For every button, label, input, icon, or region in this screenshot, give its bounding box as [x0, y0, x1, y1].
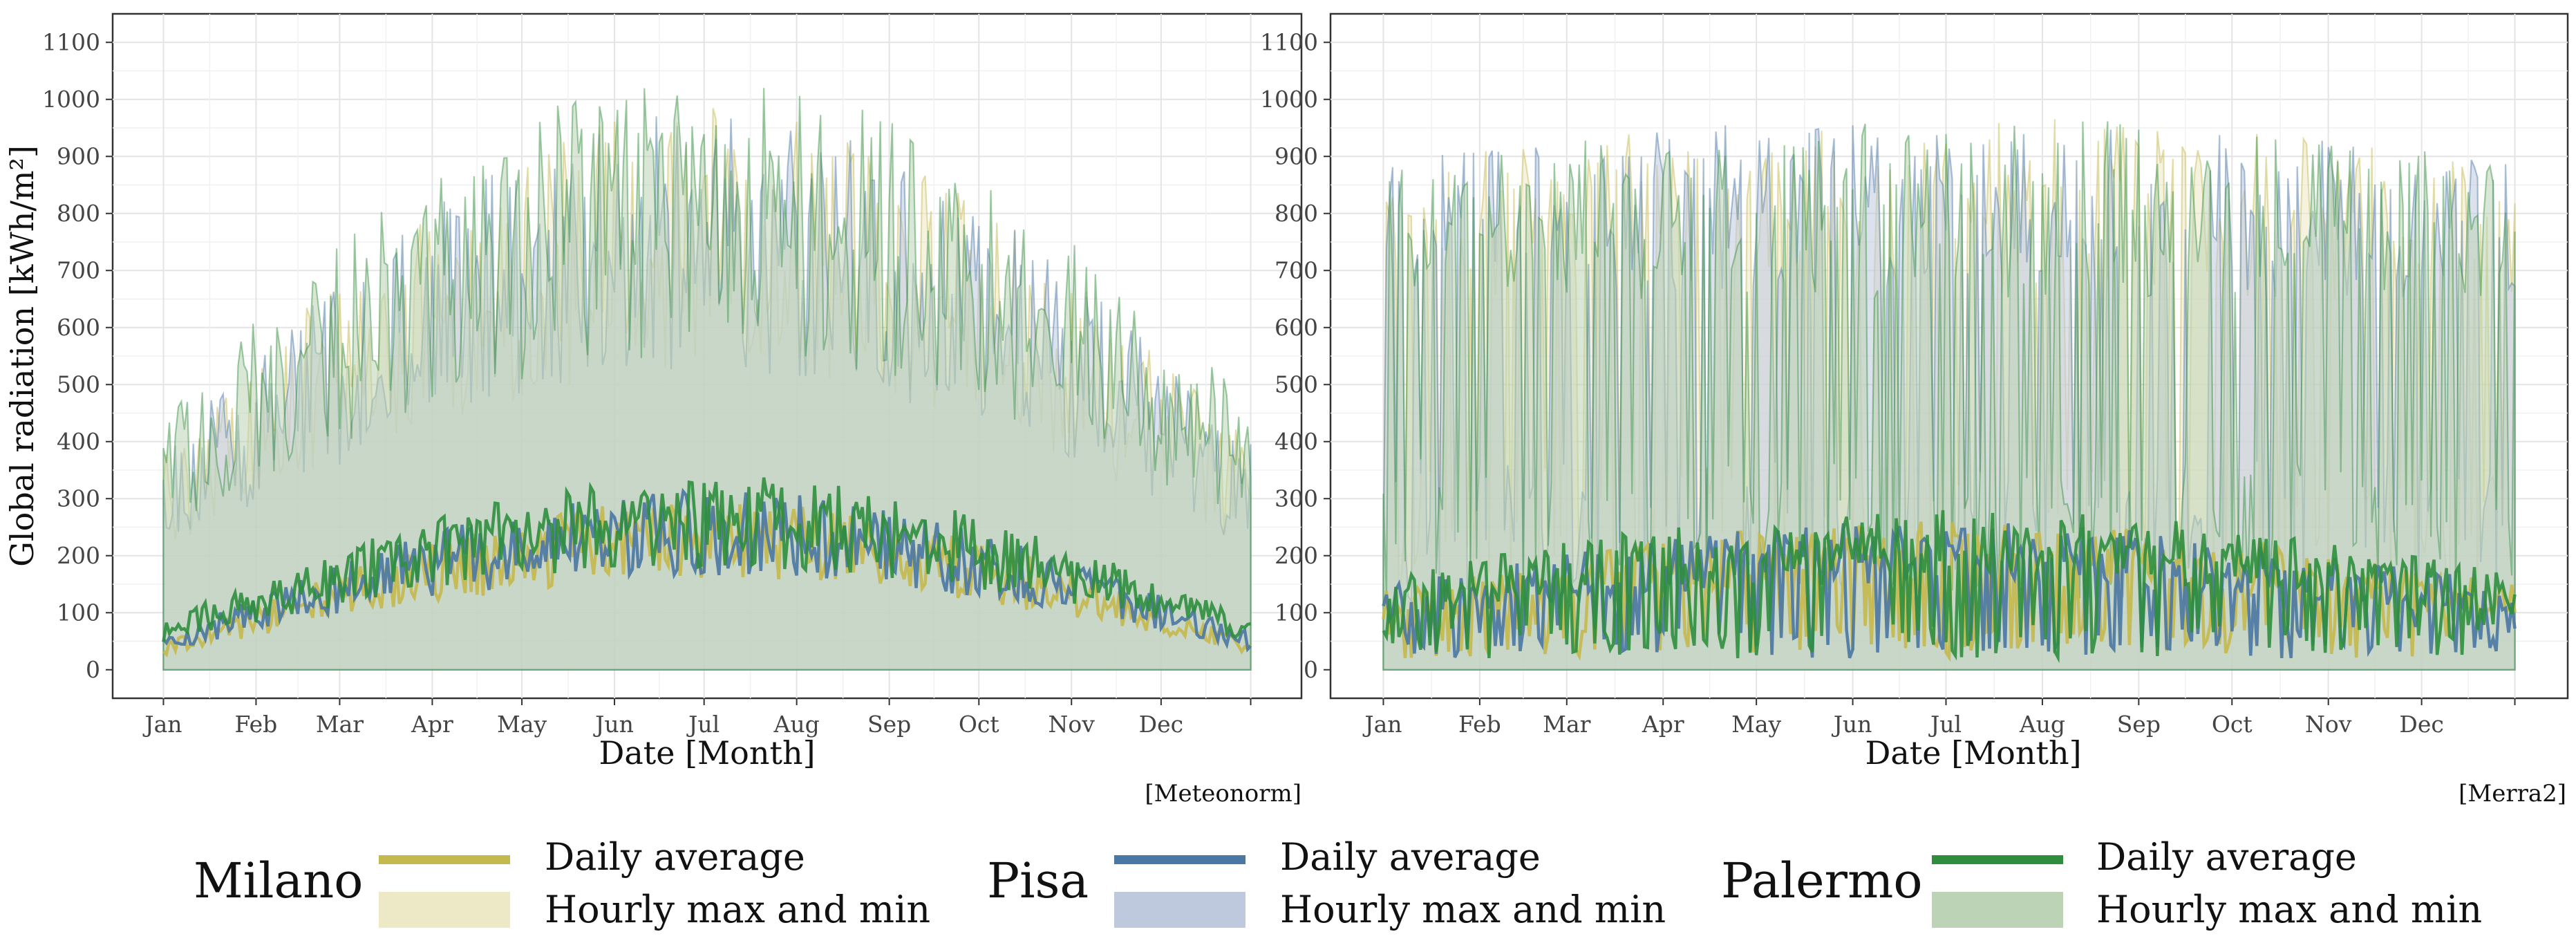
y-axis-title: Global radiation [kWh/m²] — [3, 145, 41, 567]
x-tick-label: Dec — [1139, 711, 1183, 738]
hourly-range-areas-meteonorm — [162, 88, 1252, 671]
legend-swatch-palermo-line — [1932, 855, 2063, 864]
y-tick-label: 1100 — [42, 28, 100, 55]
legend-group-pisa: Pisa Daily average Hourly max and min — [987, 835, 1666, 931]
x-tick-label: Jul — [1928, 711, 1962, 738]
y-tick-label: 100 — [57, 599, 100, 626]
y-tick-label: 700 — [1275, 256, 1318, 283]
y-tick-label: 900 — [57, 142, 100, 169]
y-tick-label: 900 — [1275, 142, 1318, 169]
legend-swatch-palermo-fill — [1932, 892, 2063, 928]
x-tick-label: Oct — [959, 711, 999, 738]
source-label-merra2: [Merra2] — [2459, 780, 2566, 808]
x-tick-label: Feb — [235, 711, 278, 738]
legend-group-milano: Milano Daily average Hourly max and min — [194, 835, 930, 931]
x-tick-label: Aug — [773, 711, 820, 738]
x-tick-label: Sep — [2117, 711, 2161, 738]
source-label-meteonorm: [Meteonorm] — [1145, 780, 1301, 808]
x-tick-label: Nov — [2305, 711, 2352, 738]
y-tick-label: 600 — [57, 314, 100, 341]
x-axis-ticks-meteonorm: Jan Feb Mar Apr May Jun Jul Aug Sep Oct Nov Dec — [142, 698, 1252, 738]
legend-swatch-milano-line — [379, 855, 510, 864]
x-tick-label: Sep — [867, 711, 911, 738]
y-tick-label: 800 — [1275, 200, 1318, 227]
legend-city-pisa: Pisa — [987, 852, 1089, 909]
legend-label-pisa-average: Daily average — [1280, 835, 1541, 879]
x-axis-title-meteonorm: Date [Month] — [599, 734, 815, 772]
x-tick-label: Apr — [411, 711, 453, 738]
x-tick-label: Nov — [1049, 711, 1096, 738]
y-tick-label: 200 — [57, 542, 100, 569]
x-tick-label: Mar — [316, 711, 364, 738]
y-tick-label: 1100 — [1260, 28, 1318, 55]
x-tick-label: Apr — [1642, 711, 1684, 738]
y-tick-label: 700 — [57, 256, 100, 283]
avg-line-palermo — [162, 477, 1252, 642]
x-axis-title-merra2: Date [Month] — [1865, 734, 2081, 772]
y-tick-label: 400 — [57, 428, 100, 455]
y-tick-label: 400 — [1275, 428, 1318, 455]
daily-average-lines-meteonorm — [162, 477, 1252, 657]
x-tick-label: May — [1731, 711, 1781, 738]
y-tick-label: 500 — [57, 371, 100, 398]
y-tick-label: 500 — [1275, 371, 1318, 398]
legend-label-milano-average: Daily average — [545, 835, 805, 879]
x-tick-label: Dec — [2399, 711, 2443, 738]
legend-swatch-milano-fill — [379, 892, 510, 928]
x-tick-label: Jul — [686, 711, 720, 738]
x-tick-label: Aug — [2019, 711, 2065, 738]
legend-label-pisa-range: Hourly max and min — [1280, 888, 1666, 931]
legend-label-palermo-range: Hourly max and min — [2096, 888, 2482, 931]
y-tick-label: 300 — [57, 485, 100, 512]
y-tick-label: 100 — [1275, 599, 1318, 626]
legend-label-milano-range: Hourly max and min — [545, 888, 930, 931]
y-tick-label: 600 — [1275, 314, 1318, 341]
y-tick-label: 0 — [1304, 656, 1318, 683]
x-tick-label: Mar — [1543, 711, 1590, 738]
x-tick-label: Jun — [1832, 711, 1872, 738]
y-tick-label: 1000 — [42, 86, 100, 113]
y-axis-ticks-merra2: 0 100 200 300 400 500 600 700 800 900 1000 1100 — [1260, 28, 1331, 683]
legend: Milano Daily average Hourly max and min … — [194, 835, 2482, 931]
y-tick-label: 300 — [1275, 485, 1318, 512]
panel-merra2: 0 100 200 300 400 500 600 700 800 900 1000 1100 Jan… — [1260, 12, 2569, 808]
range-area-palermo — [1382, 121, 2516, 671]
y-tick-label: 0 — [86, 656, 100, 683]
y-tick-label: 1000 — [1260, 86, 1318, 113]
x-tick-label: Oct — [2212, 711, 2253, 738]
legend-group-palermo: Palermo Daily average Hourly max and min — [1721, 835, 2482, 931]
legend-city-palermo: Palermo — [1721, 852, 1922, 909]
daily-average-lines-merra2 — [1382, 510, 2517, 664]
y-axis-ticks-meteonorm: 0 100 200 300 400 500 600 700 800 900 1000 1100 — [42, 28, 113, 683]
legend-swatch-pisa-line — [1114, 855, 1245, 864]
x-tick-label: Feb — [1458, 711, 1501, 738]
y-tick-label: 800 — [57, 200, 100, 227]
legend-city-milano: Milano — [194, 852, 363, 909]
x-tick-label: Jan — [142, 711, 182, 738]
x-tick-label: May — [497, 711, 547, 738]
x-axis-ticks-merra2: Jan Feb Mar Apr May Jun Jul Aug Sep Oct Nov Dec — [1362, 698, 2516, 738]
x-tick-label: Jan — [1362, 711, 1402, 738]
panel-meteonorm: 0 100 200 300 400 500 600 700 800 900 1000 1100 Jan… — [3, 12, 1303, 808]
avg-line-palermo — [1382, 510, 2517, 664]
y-tick-label: 200 — [1275, 542, 1318, 569]
x-tick-label: Jun — [593, 711, 634, 738]
range-area-palermo — [162, 88, 1252, 671]
hourly-range-areas-merra2 — [1382, 119, 2516, 671]
legend-swatch-pisa-fill — [1114, 892, 1245, 928]
legend-label-palermo-average: Daily average — [2096, 835, 2357, 879]
